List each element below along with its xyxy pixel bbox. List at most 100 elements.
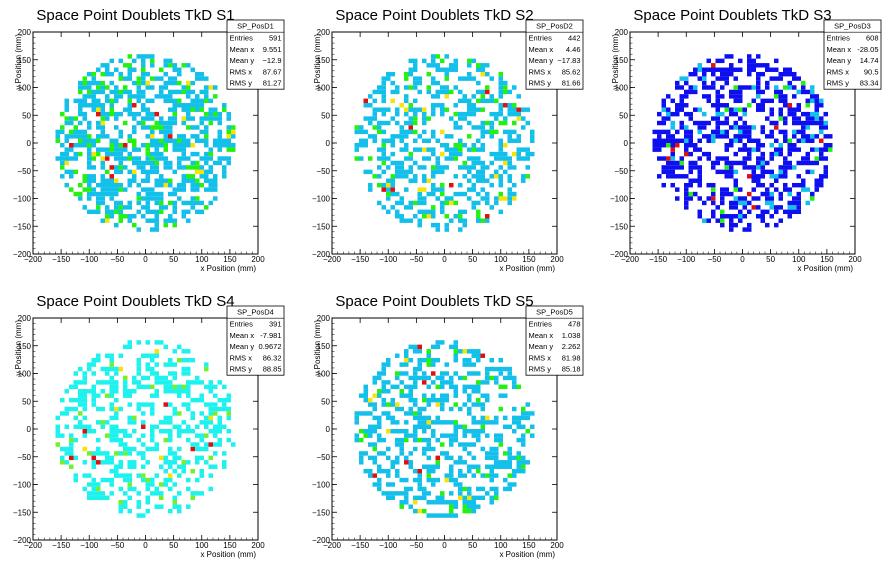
heatmap-bin — [363, 393, 368, 398]
heatmap-bin — [431, 477, 436, 483]
heatmap-bin — [96, 182, 101, 188]
heatmap-bin — [467, 156, 472, 161]
heatmap-bin — [114, 67, 119, 72]
heatmap-bin — [507, 178, 512, 183]
heatmap-bin — [217, 134, 222, 139]
heatmap-bin — [819, 138, 824, 143]
y-tick-label: 0 — [326, 425, 331, 434]
heatmap-bin — [756, 182, 761, 188]
heatmap-bin — [123, 393, 128, 398]
heatmap-bin — [368, 402, 373, 407]
heatmap-bin — [720, 103, 725, 108]
heatmap-bin — [372, 138, 377, 143]
heatmap-bin — [747, 191, 752, 197]
heatmap-bin — [458, 138, 463, 143]
heatmap-bin — [422, 380, 427, 385]
heatmap-bin — [181, 420, 186, 425]
heatmap-bin — [720, 76, 725, 81]
heatmap-bin — [679, 120, 684, 126]
heatmap-bin — [177, 424, 182, 429]
heatmap-bin — [413, 138, 418, 143]
heatmap-bin — [123, 85, 128, 90]
heatmap-bin — [435, 357, 440, 363]
heatmap-bin — [399, 393, 404, 398]
heatmap-bin — [159, 94, 164, 99]
heatmap-bin — [213, 384, 218, 390]
heatmap-bin — [819, 129, 824, 135]
heatmap-bin — [738, 116, 743, 121]
heatmap-bin — [168, 486, 173, 492]
heatmap-bin — [114, 147, 119, 152]
heatmap-bin — [823, 156, 828, 161]
heatmap-bin — [778, 94, 783, 99]
heatmap-bin — [154, 491, 159, 496]
bin-layer — [354, 54, 535, 232]
heatmap-bin — [476, 349, 481, 354]
heatmap-bin — [109, 107, 114, 112]
heatmap-bin — [204, 125, 209, 130]
heatmap-bin — [507, 424, 512, 429]
heatmap-bin — [471, 125, 476, 130]
heatmap-bin — [485, 214, 490, 219]
heatmap-bin — [512, 151, 517, 157]
heatmap-bin — [91, 80, 96, 86]
heatmap-bin — [168, 134, 173, 139]
heatmap-bin — [377, 371, 382, 376]
heatmap-bin — [381, 156, 386, 161]
heatmap-bin — [471, 147, 476, 152]
heatmap-bin — [774, 209, 779, 215]
heatmap-bin — [172, 98, 177, 104]
heatmap-bin — [413, 468, 418, 474]
heatmap-bin — [163, 63, 168, 68]
heatmap-bin — [123, 214, 128, 219]
heatmap-bin — [693, 191, 698, 197]
heatmap-bin — [435, 344, 440, 350]
heatmap-bin — [78, 389, 83, 394]
heatmap-bin — [720, 85, 725, 90]
heatmap-bin — [145, 111, 150, 117]
heatmap-bin — [417, 366, 422, 372]
heatmap-bin — [652, 147, 657, 152]
heatmap-bin — [386, 429, 391, 434]
heatmap-bin — [422, 424, 427, 429]
heatmap-bin — [381, 411, 386, 416]
heatmap-bin — [417, 375, 422, 381]
heatmap-bin — [413, 397, 418, 403]
heatmap-bin — [697, 120, 702, 126]
heatmap-bin — [408, 58, 413, 64]
heatmap-bin — [359, 138, 364, 143]
heatmap-bin — [720, 129, 725, 135]
heatmap-bin — [78, 143, 83, 148]
heatmap-bin — [177, 508, 182, 514]
heatmap-bin — [359, 393, 364, 398]
heatmap-bin — [172, 460, 177, 465]
heatmap-bin — [199, 473, 204, 478]
heatmap-bin — [787, 67, 792, 72]
heatmap-bin — [145, 98, 150, 104]
heatmap-bin — [814, 160, 819, 166]
heatmap-bin — [449, 442, 454, 447]
heatmap-bin — [413, 446, 418, 452]
heatmap-bin — [774, 151, 779, 157]
heatmap-bin — [105, 209, 110, 215]
heatmap-bin — [449, 406, 454, 412]
heatmap-bin — [386, 380, 391, 385]
heatmap-bin — [159, 89, 164, 95]
heatmap-bin — [404, 94, 409, 99]
heatmap-bin — [399, 169, 404, 175]
heatmap-bin — [73, 143, 78, 148]
heatmap-bin — [480, 380, 485, 385]
heatmap-bin — [661, 138, 666, 143]
heatmap-bin — [163, 143, 168, 148]
heatmap-bin — [172, 500, 177, 505]
heatmap-bin — [168, 107, 173, 112]
heatmap-bin — [163, 160, 168, 166]
heatmap-bin — [507, 196, 512, 201]
heatmap-bin — [733, 205, 738, 210]
heatmap-bin — [498, 89, 503, 95]
heatmap-bin — [399, 103, 404, 108]
heatmap-bin — [422, 116, 427, 121]
heatmap-bin — [190, 160, 195, 166]
heatmap-bin — [720, 187, 725, 192]
heatmap-bin — [395, 209, 400, 215]
